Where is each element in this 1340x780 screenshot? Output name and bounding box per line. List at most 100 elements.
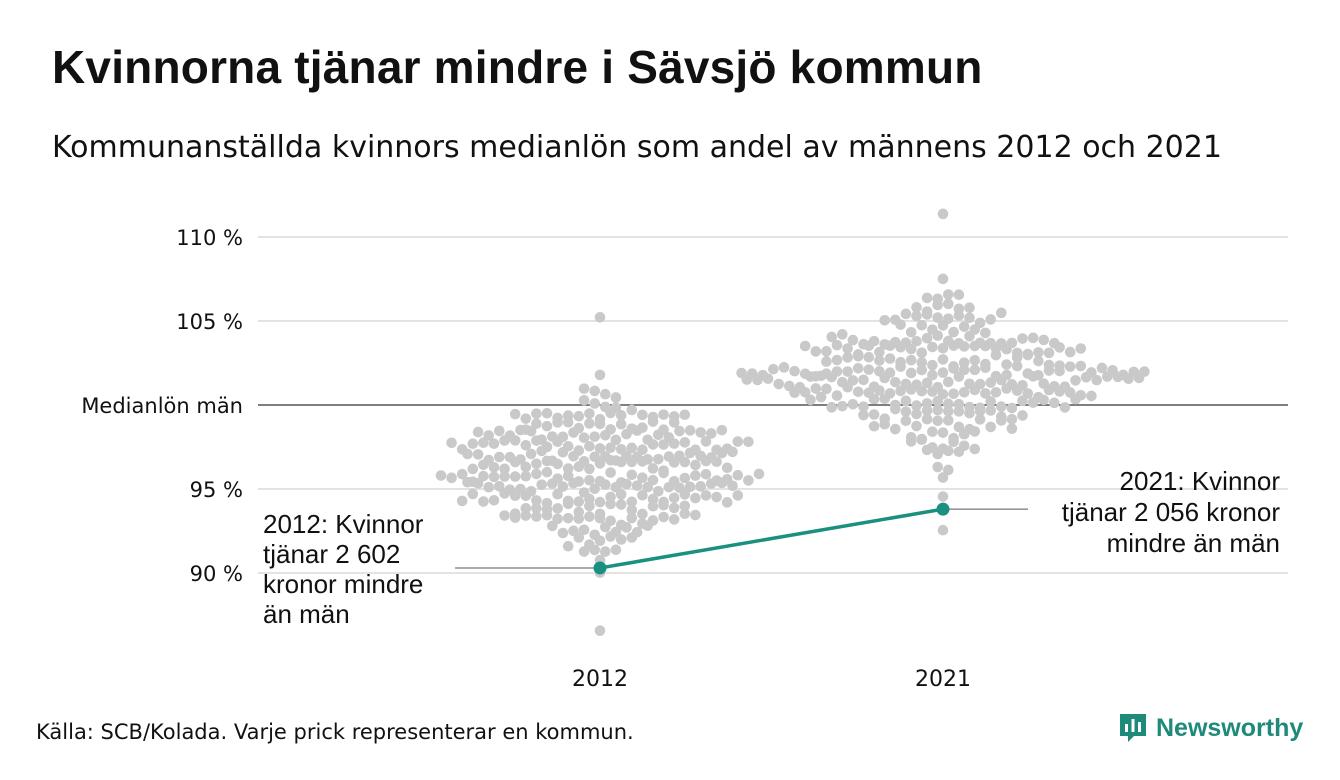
municipality-dot bbox=[578, 394, 590, 406]
municipality-dot bbox=[483, 430, 495, 441]
municipality-dot bbox=[743, 475, 754, 486]
chart-subtitle: Kommunanställda kvinnors medianlön som a… bbox=[52, 130, 1222, 165]
chart-title: Kvinnorna tjänar mindre i Sävsjö kommun bbox=[52, 41, 983, 93]
municipality-dot bbox=[847, 334, 859, 346]
municipality-dot bbox=[805, 371, 816, 382]
municipality-dot bbox=[815, 391, 827, 403]
municipality-dot bbox=[831, 354, 843, 366]
municipality-dot bbox=[435, 470, 447, 481]
municipality-dot bbox=[653, 429, 664, 441]
municipality-dot bbox=[605, 467, 616, 478]
municipality-dot bbox=[821, 346, 832, 357]
municipality-dot bbox=[980, 327, 991, 339]
y-tick-label: 105 % bbox=[176, 310, 243, 334]
municipality-dot bbox=[653, 453, 664, 465]
municipality-dot bbox=[890, 403, 901, 415]
x-tick-label: 2012 bbox=[572, 667, 628, 692]
municipality-dot bbox=[805, 394, 816, 406]
municipality-dot bbox=[626, 456, 638, 468]
municipality-dot bbox=[969, 443, 981, 455]
municipality-dot bbox=[773, 378, 784, 390]
municipality-dot bbox=[631, 425, 643, 436]
municipality-dot bbox=[1054, 365, 1065, 377]
dot-swarms bbox=[435, 208, 1150, 636]
municipality-dot bbox=[520, 490, 532, 502]
municipality-dot bbox=[584, 441, 595, 452]
municipality-dot bbox=[594, 311, 606, 323]
municipality-dot bbox=[937, 524, 949, 536]
municipality-dot bbox=[509, 456, 521, 468]
municipality-dot bbox=[916, 385, 928, 397]
municipality-dot bbox=[568, 427, 579, 438]
municipality-dot bbox=[1027, 397, 1039, 408]
municipality-dot bbox=[711, 491, 722, 503]
municipality-dot bbox=[610, 434, 622, 446]
municipality-dot bbox=[969, 364, 981, 376]
municipality-dot bbox=[905, 367, 917, 379]
municipality-dot bbox=[578, 524, 590, 536]
municipality-dot bbox=[520, 461, 532, 473]
municipality-dot bbox=[943, 298, 954, 310]
municipality-dot bbox=[937, 273, 949, 285]
municipality-dot bbox=[547, 478, 558, 489]
municipality-dot bbox=[964, 407, 975, 419]
municipality-dot bbox=[911, 302, 922, 313]
municipality-dot bbox=[932, 415, 943, 427]
municipality-dot bbox=[905, 384, 917, 395]
municipality-dot bbox=[679, 437, 691, 448]
municipality-dot bbox=[684, 447, 696, 459]
municipality-dot bbox=[911, 310, 922, 322]
municipality-dot bbox=[810, 383, 822, 394]
municipality-dot bbox=[1080, 372, 1092, 383]
municipality-dot bbox=[980, 340, 991, 352]
municipality-dot bbox=[948, 388, 959, 400]
highlight-line bbox=[599, 507, 944, 570]
municipality-dot bbox=[852, 362, 864, 374]
municipality-dot bbox=[478, 437, 489, 449]
municipality-dot bbox=[911, 420, 922, 432]
municipality-dot bbox=[916, 364, 928, 376]
municipality-dot bbox=[990, 386, 1002, 398]
municipality-dot bbox=[996, 374, 1007, 386]
municipality-dot bbox=[446, 437, 457, 449]
municipality-dot bbox=[668, 457, 680, 468]
municipality-dot bbox=[1011, 360, 1023, 372]
municipality-dot bbox=[637, 472, 648, 484]
municipality-dot bbox=[753, 468, 765, 480]
municipality-dot bbox=[674, 425, 685, 437]
highlight-point bbox=[593, 561, 607, 575]
municipality-dot bbox=[1011, 385, 1023, 397]
municipality-dot bbox=[895, 341, 906, 353]
municipality-dot bbox=[1043, 347, 1055, 359]
municipality-dot bbox=[509, 408, 521, 420]
municipality-dot bbox=[695, 481, 706, 492]
municipality-dot bbox=[610, 544, 622, 556]
municipality-dot bbox=[789, 387, 800, 399]
municipality-dot bbox=[573, 496, 585, 507]
municipality-dot bbox=[547, 520, 558, 532]
municipality-dot bbox=[1006, 402, 1018, 414]
municipality-dot bbox=[541, 509, 553, 521]
municipality-dot bbox=[937, 491, 949, 502]
municipality-dot bbox=[1112, 371, 1124, 383]
municipality-dot bbox=[462, 448, 473, 460]
municipality-dot bbox=[472, 426, 484, 438]
municipality-dot bbox=[552, 503, 563, 514]
municipality-dot bbox=[1096, 362, 1108, 374]
x-tick-label: 2021 bbox=[915, 667, 971, 692]
municipality-dot bbox=[541, 466, 553, 478]
municipality-dot bbox=[488, 461, 500, 473]
municipality-dot bbox=[900, 415, 912, 427]
municipality-dot bbox=[552, 488, 563, 500]
municipality-dot bbox=[658, 511, 669, 523]
municipality-dot bbox=[969, 354, 981, 366]
municipality-dot bbox=[799, 340, 811, 352]
municipality-dot bbox=[658, 439, 669, 450]
municipality-dot bbox=[932, 395, 943, 407]
brand-logo[interactable]: Newsworthy bbox=[1118, 712, 1303, 744]
municipality-dot bbox=[969, 426, 981, 437]
municipality-dot bbox=[605, 498, 616, 510]
municipality-dot bbox=[536, 479, 547, 490]
municipality-dot bbox=[637, 489, 648, 501]
